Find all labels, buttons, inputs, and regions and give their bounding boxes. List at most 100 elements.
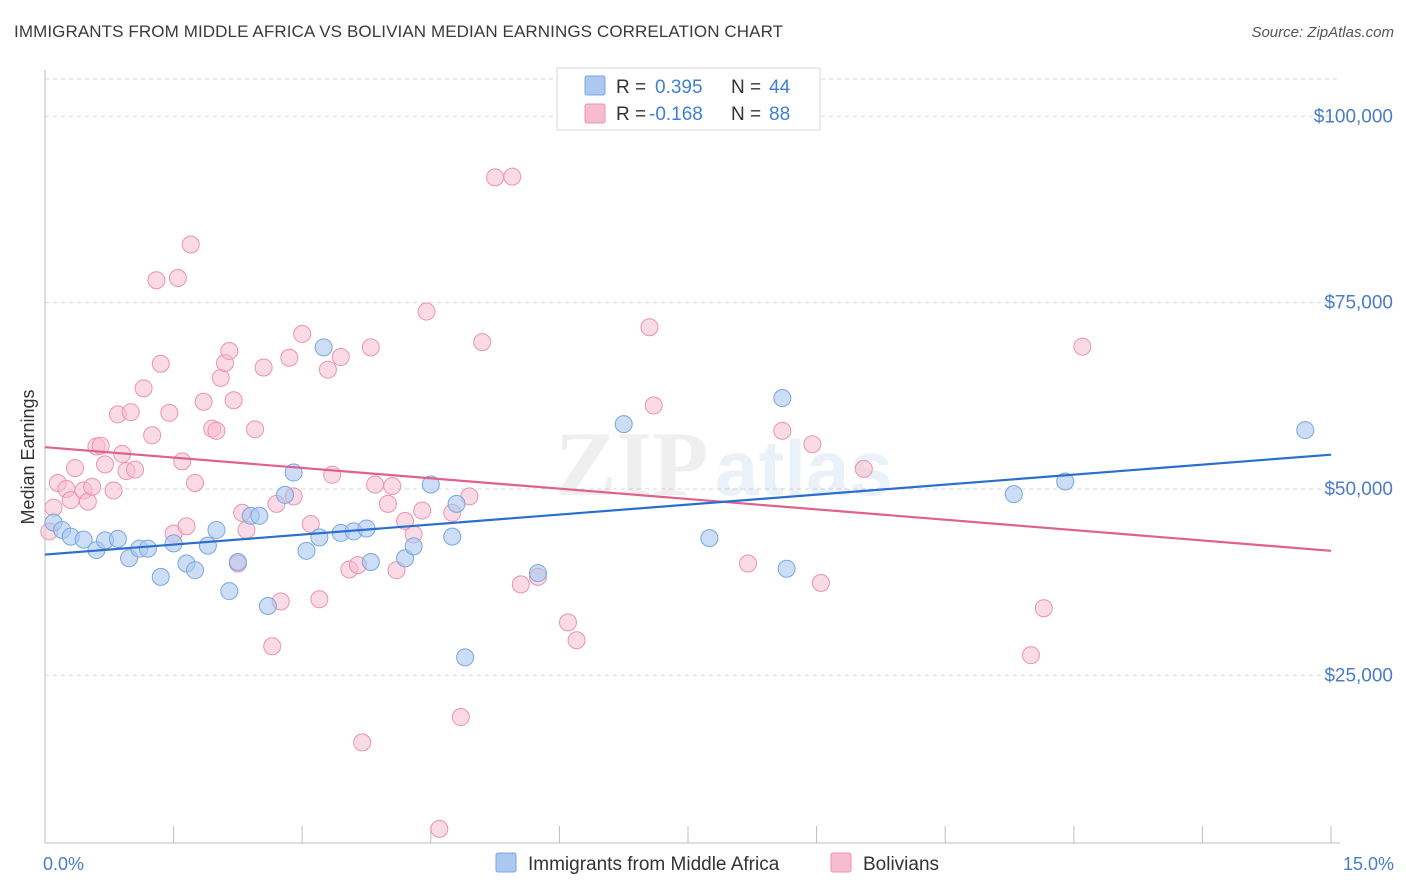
- bolivians-point: [1021, 646, 1040, 665]
- middle-africa-point: [151, 567, 170, 586]
- bolivians-point: [366, 475, 385, 494]
- bolivians-point: [558, 613, 577, 632]
- y-tick-label-75000: $75,000: [1324, 293, 1393, 314]
- bolivians-point: [78, 492, 97, 511]
- bolivians-point: [854, 459, 873, 478]
- bolivians-point: [91, 436, 110, 455]
- middle-africa-point: [777, 559, 796, 578]
- middle-africa-point: [528, 564, 547, 583]
- middle-africa-point: [186, 561, 205, 580]
- middle-africa-point: [361, 552, 380, 571]
- y-tick-label-100000: $100,000: [1314, 106, 1393, 127]
- bolivians-point: [473, 333, 492, 352]
- bolivians-point: [413, 501, 432, 520]
- trend-lines: [44, 446, 1332, 556]
- middle-africa-point: [1296, 421, 1315, 440]
- middle-africa-point: [250, 506, 269, 525]
- middle-africa-point: [773, 389, 792, 408]
- legend-swatch-blue: [584, 75, 606, 96]
- bottom-legend: Immigrants from Middle Africa Bolivians: [495, 852, 939, 875]
- bolivians-point: [640, 318, 659, 337]
- bolivians-point: [121, 403, 140, 422]
- bolivians-point: [254, 358, 273, 377]
- bolivians-point: [773, 421, 792, 440]
- bolivians-point: [378, 494, 397, 513]
- bolivians-point: [211, 368, 230, 387]
- bolivians-point: [224, 391, 243, 410]
- bolivians-point: [66, 459, 85, 478]
- middle-africa-point: [297, 541, 316, 560]
- middle-africa-point: [614, 415, 633, 434]
- legend-swatch-pink: [584, 103, 606, 124]
- middle-africa-point: [1056, 472, 1075, 491]
- bolivians-point: [263, 637, 282, 656]
- legend-n-label-1: N =: [731, 77, 761, 98]
- middle-africa-point: [310, 528, 329, 547]
- y-tick-label-50000: $50,000: [1324, 479, 1393, 500]
- middle-africa-point: [314, 338, 333, 357]
- y-axis-label: Median Earnings: [18, 389, 38, 524]
- legend-n-value-1: 44: [769, 77, 791, 98]
- middle-africa-point: [443, 527, 462, 546]
- x-tick-label-min: 0.0%: [43, 854, 84, 874]
- middle-africa-point: [447, 494, 466, 513]
- bolivians-point: [181, 235, 200, 254]
- y-tick-labels: $25,000 $50,000 $75,000 $100,000: [1314, 106, 1393, 686]
- bottom-legend-label-1: Immigrants from Middle Africa: [528, 854, 780, 875]
- bolivians-point: [811, 573, 830, 592]
- bolivians-point: [246, 420, 265, 439]
- bolivians-point: [567, 631, 586, 650]
- middle-africa-point: [276, 485, 295, 504]
- middle-africa-trend-line: [44, 453, 1332, 556]
- bolivians-point: [186, 473, 205, 492]
- bolivians-point: [644, 396, 663, 415]
- bolivians-point: [151, 354, 170, 373]
- bolivians-point: [451, 708, 470, 727]
- bolivians-point: [318, 360, 337, 379]
- chart-source: Source: ZipAtlas.com: [1251, 24, 1394, 41]
- bolivians-point: [310, 590, 329, 609]
- middle-africa-point: [108, 529, 127, 548]
- bolivians-point: [430, 819, 449, 838]
- middle-africa-point: [207, 520, 226, 539]
- bolivians-point: [160, 403, 179, 422]
- top-legend: R = 0.395 N = 44 R = -0.168 N = 88: [556, 67, 821, 131]
- bolivians-trend-line: [44, 446, 1332, 552]
- bolivians-point: [503, 167, 522, 186]
- middle-africa-point: [74, 530, 93, 549]
- bolivians-point: [486, 168, 505, 187]
- legend-r-value-2: -0.168: [649, 104, 703, 125]
- middle-africa-point: [456, 648, 475, 667]
- chart-title: IMMIGRANTS FROM MIDDLE AFRICA VS BOLIVIA…: [14, 22, 784, 41]
- bolivians-point: [511, 575, 530, 594]
- bolivians-point: [301, 514, 320, 533]
- bolivians-point: [417, 302, 436, 321]
- bolivians-point: [134, 379, 153, 398]
- bolivians-point: [383, 476, 402, 495]
- legend-r-label-1: R =: [616, 77, 646, 98]
- middle-africa-point: [198, 536, 217, 555]
- middle-africa-point: [404, 537, 423, 556]
- bolivians-point: [361, 338, 380, 357]
- middle-africa-point: [1004, 485, 1023, 504]
- legend-n-label-2: N =: [731, 104, 761, 125]
- bolivians-point: [143, 426, 162, 445]
- middle-africa-point: [228, 552, 247, 571]
- legend-r-label-2: R =: [616, 104, 646, 125]
- bolivians-point: [194, 392, 213, 411]
- x-tick-marks: [44, 826, 1332, 843]
- middle-africa-point: [421, 475, 440, 494]
- bolivians-point: [168, 269, 187, 288]
- bolivians-point: [177, 517, 196, 536]
- bolivians-point: [207, 421, 226, 440]
- middle-africa-point: [700, 529, 719, 548]
- legend-r-value-1: 0.395: [655, 77, 703, 98]
- bolivians-point: [280, 348, 299, 367]
- bolivians-point: [83, 477, 102, 496]
- middle-africa-points: [44, 338, 1315, 667]
- middle-africa-point: [138, 539, 157, 558]
- bottom-legend-label-2: Bolivians: [863, 854, 939, 875]
- bolivians-points: [40, 167, 1092, 838]
- bolivians-point: [147, 271, 166, 290]
